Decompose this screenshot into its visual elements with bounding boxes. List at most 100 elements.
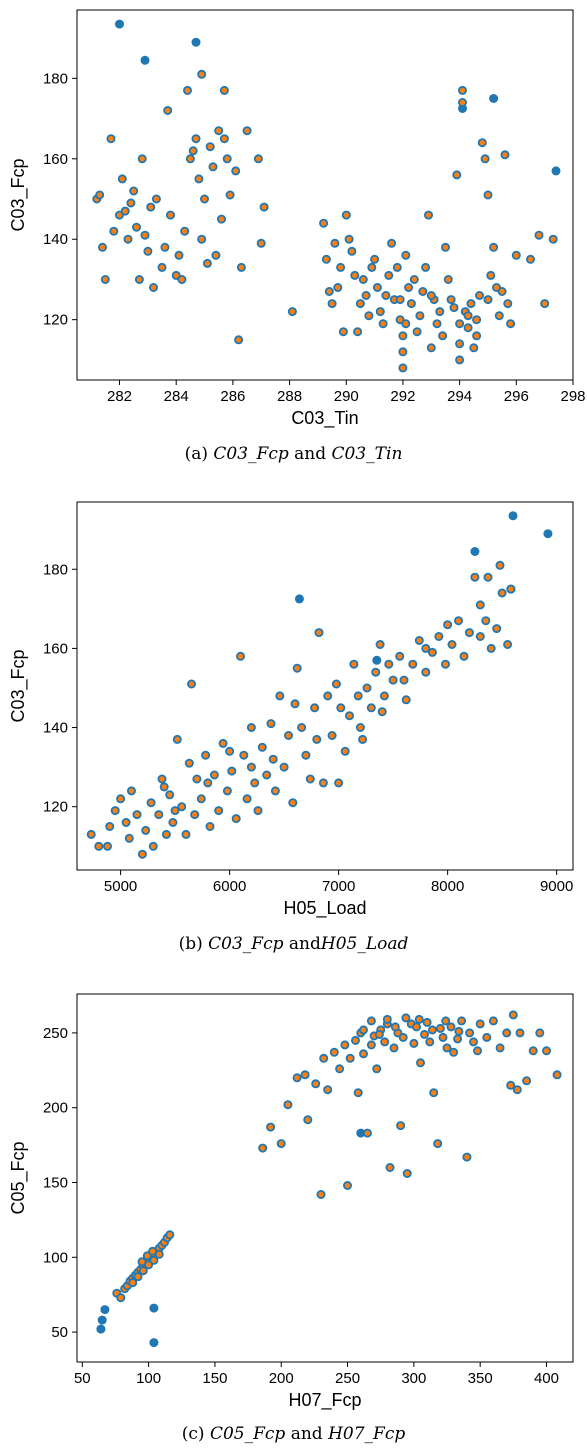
data-point-orange — [534, 230, 544, 240]
data-point-orange — [196, 794, 206, 804]
data-point-orange — [191, 134, 201, 144]
data-point-orange — [123, 234, 133, 244]
data-point-orange — [466, 299, 476, 309]
x-tick-label: 9000 — [540, 878, 573, 895]
scatter-plot-b: 5000 6000 7000 8000 9000 120 140 160 180 H05_Load… — [8, 501, 574, 919]
data-point-orange — [453, 616, 463, 626]
plot-frame — [76, 993, 574, 1363]
data-point-orange — [110, 806, 120, 816]
data-point-orange — [121, 817, 131, 827]
data-point-orange — [483, 295, 493, 305]
data-point-orange — [387, 238, 397, 248]
plot-frame — [76, 501, 574, 871]
data-point-orange — [349, 659, 359, 669]
data-point-orange — [154, 810, 164, 820]
data-point-orange — [464, 628, 474, 638]
x-tick-label: 350 — [468, 1370, 493, 1387]
panel-c: 50 100 150 200 250 300 350 400 50 100 150 200 250 H07… — [0, 982, 587, 1453]
data-point-orange — [214, 806, 224, 816]
data-point-orange — [353, 327, 363, 337]
data-point-orange — [453, 1034, 463, 1044]
data-point-orange — [222, 154, 232, 164]
scatter-plot-c: 50 100 150 200 250 300 350 400 50 100 150 200 250 H07… — [8, 993, 574, 1411]
data-point-blue — [356, 1128, 366, 1138]
data-point-blue — [140, 55, 150, 65]
data-point-orange — [480, 154, 490, 164]
data-point-orange — [406, 299, 416, 309]
data-point-orange — [503, 639, 513, 649]
data-point-orange — [390, 1022, 400, 1032]
data-point-orange — [542, 1046, 552, 1056]
x-tick-label: 282 — [107, 388, 132, 405]
data-point-orange — [396, 1121, 406, 1131]
data-point-orange — [358, 274, 368, 284]
data-point-orange — [231, 814, 241, 824]
data-point-orange — [472, 1046, 482, 1056]
data-point-orange — [440, 242, 450, 252]
x-tick-label: 8000 — [431, 878, 464, 895]
data-point-orange — [358, 1049, 368, 1059]
data-point-orange — [495, 1043, 505, 1053]
data-point-blue — [551, 166, 561, 176]
data-point-orange — [463, 311, 473, 321]
data-point-orange — [177, 802, 187, 812]
data-point-orange — [197, 69, 207, 79]
data-point-orange — [463, 323, 473, 333]
data-point-orange — [100, 274, 110, 284]
data-point-orange — [149, 1255, 159, 1265]
data-point-orange — [172, 734, 182, 744]
data-point-orange — [219, 134, 229, 144]
caption-c-var2: H07_Fcp — [328, 1424, 406, 1444]
data-point-orange — [266, 719, 276, 729]
data-point-orange — [457, 98, 467, 108]
data-point-orange — [331, 679, 341, 689]
data-point-blue — [97, 1315, 107, 1325]
data-point-orange — [497, 286, 507, 296]
x-tick-label: 292 — [390, 388, 415, 405]
data-point-blue — [149, 1338, 159, 1348]
data-point-orange — [522, 1076, 532, 1086]
data-point-orange — [427, 1025, 437, 1035]
data-point-orange — [203, 778, 213, 788]
data-point-orange — [262, 770, 272, 780]
data-point-orange — [199, 194, 209, 204]
data-point-orange — [323, 1085, 333, 1095]
data-point-orange — [474, 290, 484, 300]
data-point-orange — [319, 218, 329, 228]
data-point-orange — [506, 319, 516, 329]
data-point-orange — [161, 829, 171, 839]
data-point-orange — [311, 1079, 321, 1089]
data-point-orange — [469, 343, 479, 353]
caption-c-joiner: and — [285, 1424, 329, 1444]
data-point-orange — [421, 667, 431, 677]
data-point-orange — [475, 631, 485, 641]
data-point-orange — [222, 786, 232, 796]
data-point-orange — [441, 1016, 451, 1026]
data-point-orange — [502, 1028, 512, 1038]
data-point-orange — [438, 331, 448, 341]
data-point-orange — [454, 1026, 464, 1036]
data-point-orange — [342, 1180, 352, 1190]
data-point-orange — [246, 762, 256, 772]
data-point-orange — [528, 1046, 538, 1056]
data-point-orange — [389, 1043, 399, 1053]
data-point-orange — [408, 659, 418, 669]
x-tick-label: 294 — [447, 388, 472, 405]
data-point-orange — [366, 1016, 376, 1026]
data-point-orange — [197, 234, 207, 244]
y-tick-label: 50 — [51, 1324, 68, 1341]
data-point-orange — [148, 282, 158, 292]
data-point-orange — [345, 1053, 355, 1063]
data-point-orange — [287, 307, 297, 317]
data-point-orange — [489, 242, 499, 252]
data-point-orange — [185, 154, 195, 164]
data-point-orange — [330, 238, 340, 248]
data-point-orange — [384, 659, 394, 669]
data-point-orange — [398, 1032, 408, 1042]
data-point-orange — [171, 270, 181, 280]
data-point-orange — [422, 1017, 432, 1027]
data-point-orange — [482, 1032, 492, 1042]
data-point-orange — [225, 746, 235, 756]
data-point-orange — [362, 683, 372, 693]
data-point-orange — [312, 734, 322, 744]
